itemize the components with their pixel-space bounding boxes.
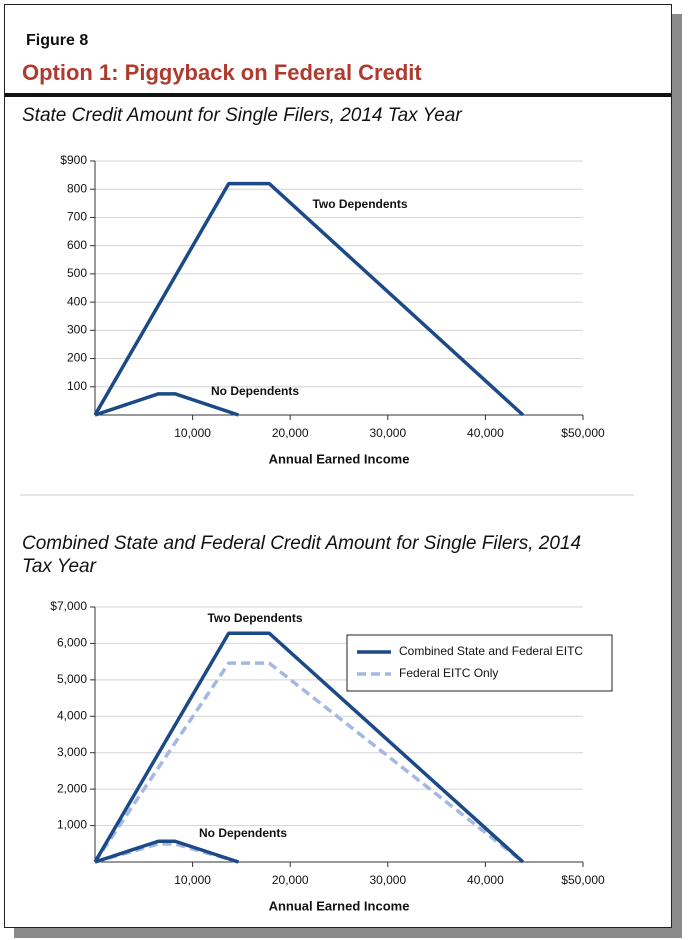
y-tick-label: 2,000: [57, 781, 87, 795]
x-tick-label: 20,000: [272, 426, 309, 440]
x-axis-title: Annual Earned Income: [269, 451, 410, 466]
data-line: [93, 181, 525, 417]
y-tick-label: 200: [67, 351, 87, 365]
y-tick-label: 3,000: [57, 745, 87, 759]
x-tick-label: 30,000: [369, 873, 406, 887]
y-tick-label: 5,000: [57, 672, 87, 686]
x-tick-label: 40,000: [467, 873, 504, 887]
data-line: [93, 631, 525, 864]
x-tick-label: $50,000: [561, 426, 605, 440]
legend-box: [346, 634, 613, 692]
y-tick-label: 600: [67, 238, 87, 252]
y-tick-label: 1,000: [57, 818, 87, 832]
y-tick-label: 700: [67, 210, 87, 224]
x-tick-label: $50,000: [561, 873, 605, 887]
x-axis-title: Annual Earned Income: [269, 898, 410, 913]
data-line: [93, 661, 525, 864]
figure-title: Option 1: Piggyback on Federal Credit: [22, 60, 422, 85]
y-tick-label: 6,000: [57, 636, 87, 650]
annotation: Two Dependents: [207, 611, 302, 625]
y-tick-label: 4,000: [57, 708, 87, 722]
annotation: No Dependents: [211, 384, 299, 398]
y-tick-label: 300: [67, 323, 87, 337]
annotation: No Dependents: [199, 826, 287, 840]
annotation: Two Dependents: [312, 197, 407, 211]
title-rule: [5, 93, 671, 97]
y-tick-label: $7,000: [50, 599, 87, 613]
y-tick-label: 500: [67, 266, 87, 280]
chart-title: State Credit Amount for Single Filers, 2…: [22, 105, 462, 126]
y-tick-label: 100: [67, 379, 87, 393]
y-tick-label: 400: [67, 294, 87, 308]
x-tick-label: 10,000: [174, 873, 211, 887]
y-tick-label: 800: [67, 181, 87, 195]
x-tick-label: 40,000: [467, 426, 504, 440]
legend-label: Combined State and Federal EITC: [399, 644, 583, 658]
x-tick-label: 10,000: [174, 426, 211, 440]
figure-frame: [4, 4, 672, 928]
legend-label: Federal EITC Only: [399, 666, 498, 680]
x-tick-label: 20,000: [272, 873, 309, 887]
chart-title: Combined State and Federal Credit Amount…: [22, 533, 582, 577]
y-tick-label: $900: [60, 153, 87, 167]
x-tick-label: 30,000: [369, 426, 406, 440]
figure-number: Figure 8: [26, 32, 88, 49]
